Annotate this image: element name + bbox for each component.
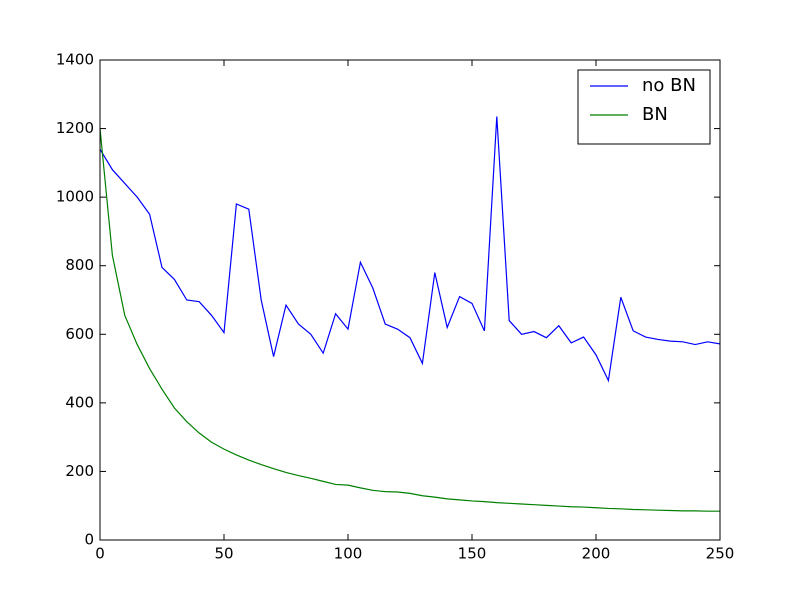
- y-tick-label: 400: [65, 393, 94, 411]
- data-line: [99, 116, 721, 383]
- y-tick-label: 200: [65, 462, 94, 480]
- y-tick-label: 800: [65, 256, 94, 274]
- x-tick-label: 50: [214, 545, 233, 563]
- data-line: [99, 128, 720, 512]
- legend-label: no BN: [642, 75, 696, 96]
- x-tick-label: 250: [706, 545, 735, 563]
- y-tick-label: 600: [65, 325, 94, 343]
- x-tick-label: 100: [334, 545, 363, 563]
- y-tick-label: 1000: [56, 188, 94, 206]
- y-tick-label: 1400: [56, 51, 94, 69]
- legend-box: [577, 69, 711, 145]
- x-tick-label: 0: [95, 545, 105, 563]
- y-tick-label: 1200: [56, 119, 94, 137]
- x-tick-label: 200: [582, 545, 611, 563]
- legend-label: BN: [642, 104, 668, 125]
- x-tick-label: 150: [458, 545, 487, 563]
- y-tick-label: 0: [84, 531, 94, 549]
- plot-frame: [99, 59, 721, 541]
